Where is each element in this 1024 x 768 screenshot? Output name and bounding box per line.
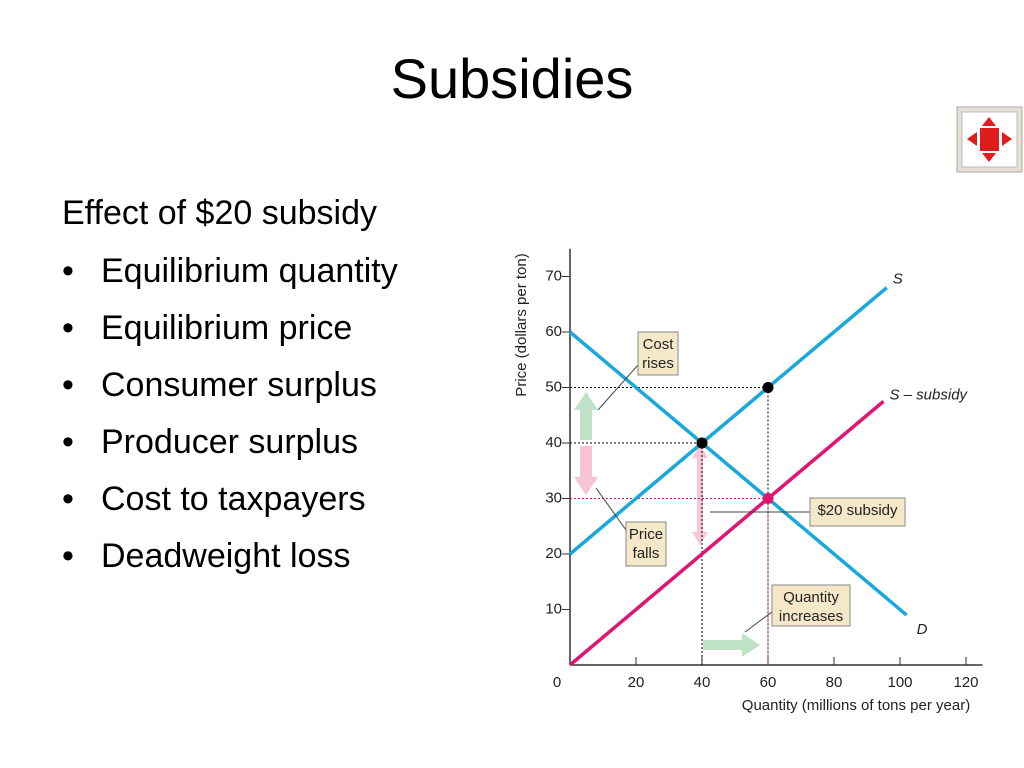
x-axis-label: Quantity (millions of tons per year) [742,697,970,714]
bullet: Equilibrium price [101,309,352,347]
series-label: S – subsidy [890,386,969,403]
y-tick-label: 40 [545,434,562,451]
annotation-text: Cost [643,336,675,353]
bullet: Producer surplus [101,423,358,461]
effect-arrows [574,392,760,657]
equilibrium-point [762,493,774,504]
series-line [568,286,888,556]
annotation-box [637,331,679,376]
annotation-text: Quantity [783,589,839,606]
y-tick-label: 10 [545,600,562,617]
annotation-text: falls [633,545,660,562]
x-tick-label: 120 [953,674,978,691]
series-label: S [893,271,903,288]
x-tick-label: 100 [887,674,912,691]
x-tick-label: 0 [553,674,561,691]
bullet-dot: • [62,252,74,290]
y-tick-label: 50 [545,378,562,395]
series-line [568,400,885,667]
y-tick-label: 60 [545,323,562,340]
icon [956,106,1023,173]
bullet: Equilibrium quantity [101,252,398,290]
annotation-box [809,497,906,527]
bullet-dot: • [62,423,74,461]
leader-line [597,364,639,411]
equilibrium-point [762,382,774,393]
equilibrium-point [696,437,708,449]
bullet-dot: • [62,480,74,518]
leader-line [744,611,773,633]
bullet-dot: • [62,366,74,404]
leader-line [595,487,627,531]
annotation-box [771,584,851,627]
annotation-text: rises [642,355,674,372]
y-tick-label: 30 [545,489,562,506]
y-tick-label: 20 [545,545,562,562]
heading: Effect of $20 subsidy [62,194,377,232]
bullet-dot: • [62,537,74,575]
y-tick-label: 70 [545,267,562,284]
annotation-text: Price [629,526,663,543]
bullet-dot: • [62,309,74,347]
x-tick-label: 20 [628,674,645,691]
bullet: Consumer surplus [101,366,377,404]
annotation-text: increases [779,608,843,625]
series-line [568,330,908,617]
bullet: Cost to taxpayers [101,480,366,518]
bullet: Deadweight loss [101,537,350,575]
annotation-box [625,521,667,567]
x-tick-label: 80 [826,674,843,691]
y-axis-label: Price (dollars per ton) [513,253,530,396]
x-tick-label: 60 [760,674,777,691]
series-label: D [917,621,928,638]
x-tick-label: 40 [694,674,711,691]
annotation-text: $20 subsidy [817,502,898,519]
slide-title: Subsidies [391,47,634,110]
